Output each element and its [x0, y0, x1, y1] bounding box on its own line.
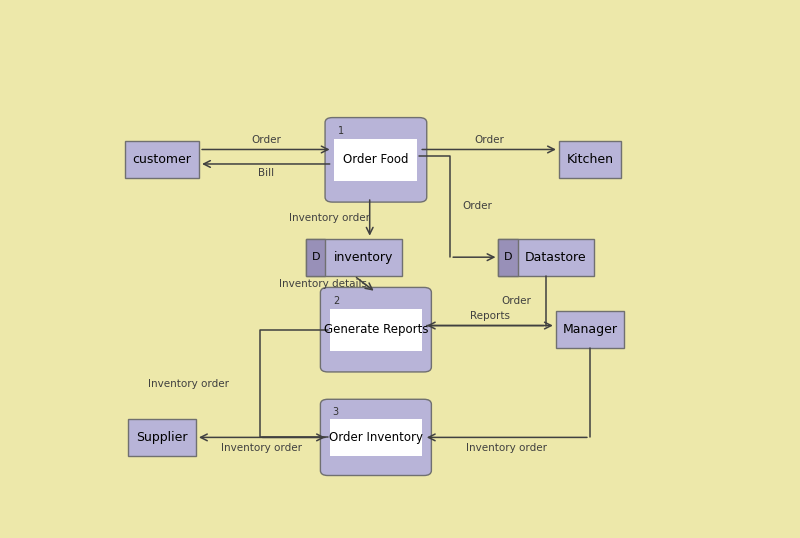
Text: Inventory order: Inventory order — [148, 379, 229, 388]
FancyBboxPatch shape — [321, 287, 431, 372]
Text: Order: Order — [474, 136, 504, 145]
Text: Kitchen: Kitchen — [566, 153, 614, 166]
Bar — [334, 139, 418, 181]
Text: Inventory order: Inventory order — [222, 443, 302, 453]
Bar — [125, 141, 199, 179]
Text: Manager: Manager — [562, 323, 618, 336]
Text: Inventory order: Inventory order — [289, 213, 370, 223]
Bar — [330, 309, 422, 351]
Bar — [128, 419, 196, 456]
Bar — [330, 419, 422, 456]
Text: 3: 3 — [333, 407, 339, 416]
Text: Inventory order: Inventory order — [466, 443, 547, 453]
Text: Order: Order — [501, 296, 531, 306]
Bar — [498, 238, 594, 276]
Text: Order Food: Order Food — [343, 153, 409, 166]
Text: Supplier: Supplier — [136, 431, 188, 444]
Text: 2: 2 — [333, 295, 339, 306]
Bar — [498, 238, 518, 276]
Text: Order: Order — [251, 136, 281, 145]
Text: D: D — [311, 252, 320, 262]
Text: Bill: Bill — [258, 168, 274, 178]
FancyBboxPatch shape — [325, 118, 426, 202]
Text: Order: Order — [462, 201, 493, 211]
Bar — [306, 238, 402, 276]
Text: Inventory details: Inventory details — [279, 279, 367, 289]
Text: inventory: inventory — [334, 251, 394, 264]
Bar — [556, 311, 624, 348]
Text: Order Inventory: Order Inventory — [329, 431, 423, 444]
FancyBboxPatch shape — [321, 399, 431, 476]
Bar — [558, 141, 621, 179]
Text: customer: customer — [133, 153, 191, 166]
Text: Datastore: Datastore — [525, 251, 587, 264]
Text: D: D — [504, 252, 512, 262]
Text: Generate Reports: Generate Reports — [324, 323, 428, 336]
Bar — [306, 238, 326, 276]
Text: 1: 1 — [338, 126, 343, 136]
Text: Reports: Reports — [470, 312, 510, 321]
